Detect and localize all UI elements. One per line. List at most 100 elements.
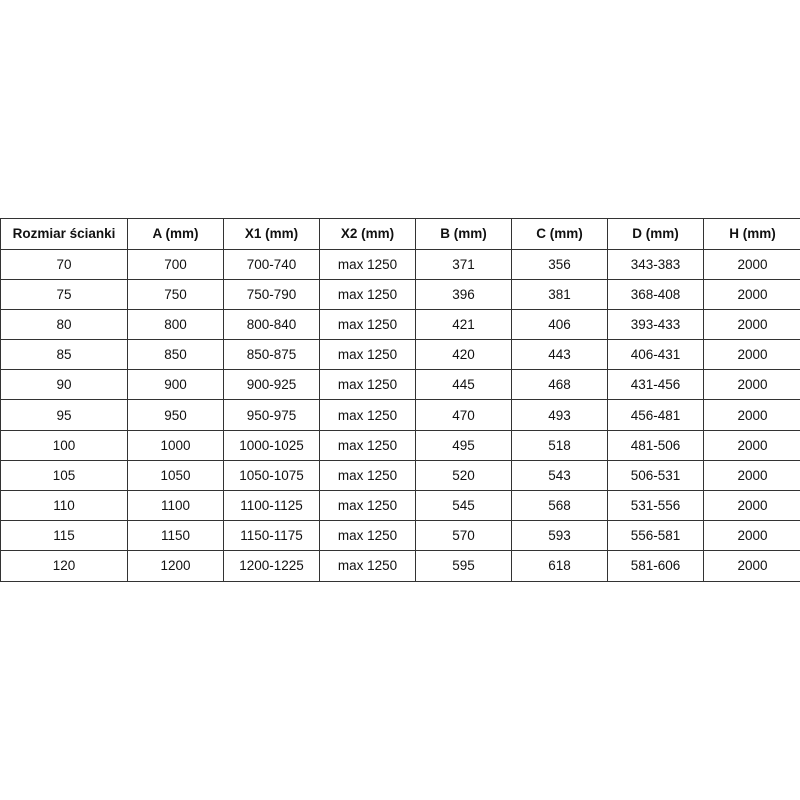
table-cell: 95	[0, 399, 128, 431]
table-cell: 110	[0, 489, 128, 522]
table-cell: 543	[511, 459, 608, 492]
column-header: D (mm)	[607, 218, 704, 250]
table-cell: max 1250	[319, 459, 416, 492]
table-cell: 406-431	[607, 339, 704, 371]
table-cell: 368-408	[607, 278, 704, 310]
table-cell: 90	[0, 369, 128, 401]
table-row: 100 1000 1000-1025 max 1250 495 518 481-506 200…	[0, 429, 800, 461]
table-cell: 85	[0, 339, 128, 371]
table-cell: 493	[511, 399, 608, 431]
column-header: X2 (mm)	[319, 218, 416, 250]
table-cell: 356	[511, 248, 608, 280]
table-cell: 850	[127, 339, 224, 371]
table-cell: max 1250	[319, 369, 416, 401]
table-cell: 456-481	[607, 399, 704, 431]
column-header: B (mm)	[415, 218, 512, 250]
table-cell: 420	[415, 339, 512, 371]
table-cell: 2000	[703, 278, 800, 310]
table-cell: 531-556	[607, 489, 704, 522]
table-cell: 1150-1175	[223, 520, 320, 552]
table-cell: 468	[511, 369, 608, 401]
table-cell: 393-433	[607, 308, 704, 341]
table-cell: max 1250	[319, 339, 416, 371]
table-cell: 800	[127, 308, 224, 341]
table-cell: max 1250	[319, 278, 416, 310]
dimensions-table: Rozmiar ścianki A (mm) X1 (mm) X2 (mm) B (mm…	[0, 218, 800, 582]
table-cell: 750	[127, 278, 224, 310]
table-cell: 1000	[127, 429, 224, 461]
column-header: Rozmiar ścianki	[0, 218, 128, 250]
table-cell: 2000	[703, 399, 800, 431]
table-cell: 100	[0, 429, 128, 461]
table-cell: 1150	[127, 520, 224, 552]
table-cell: 570	[415, 520, 512, 552]
table-cell: 120	[0, 550, 128, 582]
table-cell: 520	[415, 459, 512, 492]
column-header: C (mm)	[511, 218, 608, 250]
table-cell: 1200-1225	[223, 550, 320, 582]
table-cell: 1050-1075	[223, 459, 320, 492]
table-cell: 115	[0, 520, 128, 552]
table-cell: 470	[415, 399, 512, 431]
table-cell: max 1250	[319, 520, 416, 552]
table-cell: 421	[415, 308, 512, 341]
table-row: 120 1200 1200-1225 max 1250 595 618 581-606 200…	[0, 550, 800, 582]
table-row: 110 1100 1100-1125 max 1250 545 568 531-556 200…	[0, 489, 800, 522]
table-row: 105 1050 1050-1075 max 1250 520 543 506-531 200…	[0, 459, 800, 492]
table-cell: 443	[511, 339, 608, 371]
table-cell: 1100	[127, 489, 224, 522]
table-cell: 80	[0, 308, 128, 341]
table-cell: 900-925	[223, 369, 320, 401]
table-cell: 581-606	[607, 550, 704, 582]
table-row: 95 950 950-975 max 1250 470 493 456-481 2000	[0, 399, 800, 431]
table-cell: 506-531	[607, 459, 704, 492]
table-cell: max 1250	[319, 308, 416, 341]
table-cell: 343-383	[607, 248, 704, 280]
table-cell: max 1250	[319, 550, 416, 582]
table-cell: 2000	[703, 459, 800, 492]
table-row: 85 850 850-875 max 1250 420 443 406-431 2000	[0, 339, 800, 371]
table-cell: 545	[415, 489, 512, 522]
table-cell: 593	[511, 520, 608, 552]
table-cell: 1200	[127, 550, 224, 582]
table-cell: 431-456	[607, 369, 704, 401]
table-cell: 406	[511, 308, 608, 341]
table-row: 115 1150 1150-1175 max 1250 570 593 556-581 200…	[0, 520, 800, 552]
table-cell: 556-581	[607, 520, 704, 552]
table-cell: max 1250	[319, 399, 416, 431]
table-cell: 495	[415, 429, 512, 461]
table-cell: 518	[511, 429, 608, 461]
table-cell: 481-506	[607, 429, 704, 461]
column-header: H (mm)	[703, 218, 800, 250]
table-cell: 800-840	[223, 308, 320, 341]
table-row: 80 800 800-840 max 1250 421 406 393-433 2000	[0, 308, 800, 341]
table-cell: 396	[415, 278, 512, 310]
table-cell: max 1250	[319, 248, 416, 280]
table-cell: 381	[511, 278, 608, 310]
table-cell: 850-875	[223, 339, 320, 371]
table-cell: 2000	[703, 520, 800, 552]
table-cell: 2000	[703, 550, 800, 582]
column-header: X1 (mm)	[223, 218, 320, 250]
table-row: 90 900 900-925 max 1250 445 468 431-456 2000	[0, 369, 800, 401]
table-cell: 1100-1125	[223, 489, 320, 522]
table-cell: 618	[511, 550, 608, 582]
table-row: 75 750 750-790 max 1250 396 381 368-408 2000	[0, 278, 800, 310]
table-cell: 950	[127, 399, 224, 431]
table-cell: 700	[127, 248, 224, 280]
table-cell: 105	[0, 459, 128, 492]
table-cell: 371	[415, 248, 512, 280]
table-cell: max 1250	[319, 429, 416, 461]
column-header: A (mm)	[127, 218, 224, 250]
table-cell: 2000	[703, 489, 800, 522]
table-cell: 2000	[703, 369, 800, 401]
table-cell: 2000	[703, 308, 800, 341]
table-cell: max 1250	[319, 489, 416, 522]
header-row: Rozmiar ścianki A (mm) X1 (mm) X2 (mm) B (mm…	[0, 218, 800, 250]
table-cell: 568	[511, 489, 608, 522]
table-cell: 70	[0, 248, 128, 280]
table-cell: 900	[127, 369, 224, 401]
table-cell: 2000	[703, 339, 800, 371]
table-cell: 700-740	[223, 248, 320, 280]
table-cell: 75	[0, 278, 128, 310]
